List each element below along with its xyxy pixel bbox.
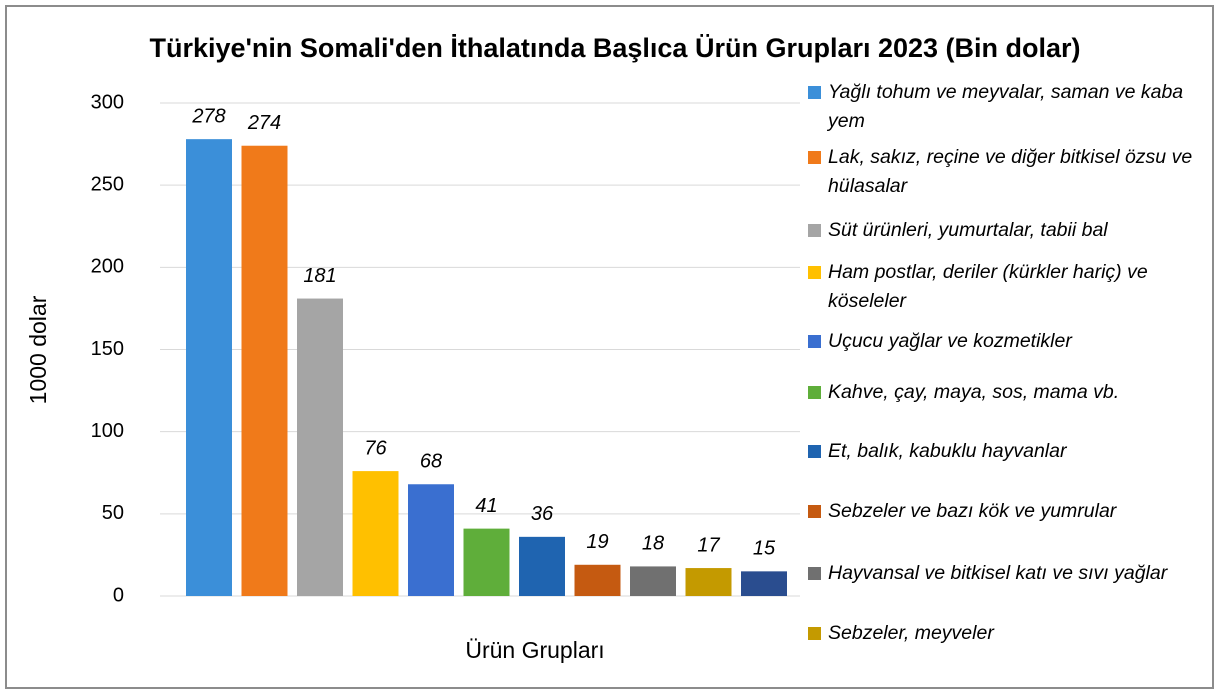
- legend-label: Lak, sakız, reçine ve diğer bitkisel özs…: [828, 146, 1193, 197]
- legend-label: Et, balık, kabuklu hayvanlar: [828, 440, 1067, 462]
- legend-label: Kahve, çay, maya, sos, mama vb.: [828, 381, 1120, 403]
- y-tick-label: 200: [91, 256, 124, 278]
- value-label: 41: [475, 495, 497, 517]
- legend-item: Uçucu yağlar ve kozmetikler: [808, 327, 1208, 356]
- legend-item: Hayvansal ve bitkisel katı ve sıvı yağla…: [808, 559, 1208, 588]
- chart-title: Türkiye'nin Somali'den İthalatında Başlı…: [149, 33, 1081, 63]
- legend-item: Sebzeler, meyveler: [808, 619, 1208, 648]
- value-label: 278: [191, 105, 225, 127]
- legend-item: Kahve, çay, maya, sos, mama vb.: [808, 378, 1208, 407]
- legend-swatch: [808, 224, 821, 237]
- y-tick-label: 50: [102, 502, 124, 524]
- legend-swatch: [808, 86, 821, 99]
- bar: [574, 564, 621, 596]
- value-label: 17: [697, 534, 720, 556]
- y-tick-label: 300: [91, 91, 124, 113]
- legend-label: Süt ürünleri, yumurtalar, tabii bal: [828, 219, 1108, 241]
- legend-swatch: [808, 335, 821, 348]
- legend-item: Sebzeler ve bazı kök ve yumrular: [808, 497, 1208, 526]
- y-tick-label: 100: [91, 420, 124, 442]
- legend-label: Sebzeler ve bazı kök ve yumrular: [828, 500, 1117, 522]
- legend-label: Yağlı tohum ve meyvalar, saman ve kaba y…: [828, 81, 1184, 132]
- legend-swatch: [808, 266, 821, 279]
- legend-swatch: [808, 445, 821, 458]
- bar: [408, 484, 454, 596]
- legend-label: Sebzeler, meyveler: [828, 622, 994, 644]
- legend-item: Lak, sakız, reçine ve diğer bitkisel özs…: [808, 143, 1208, 201]
- legend-swatch: [808, 386, 821, 399]
- value-label: 18: [642, 533, 664, 555]
- legend-swatch: [808, 151, 821, 164]
- y-axis-label: 1000 dolar: [25, 295, 51, 404]
- bar: [186, 139, 232, 597]
- bar: [463, 528, 510, 596]
- x-axis-label: Ürün Grupları: [465, 637, 604, 663]
- bar: [297, 298, 343, 596]
- legend-swatch: [808, 627, 821, 640]
- legend-label: Hayvansal ve bitkisel katı ve sıvı yağla…: [828, 562, 1168, 584]
- value-label: 181: [303, 265, 336, 287]
- value-label: 19: [586, 531, 608, 553]
- legend-label: Ham postlar, deriler (kürkler hariç) ve …: [828, 261, 1148, 312]
- y-tick-label: 0: [113, 584, 124, 606]
- legend-swatch: [808, 567, 821, 580]
- value-label: 15: [753, 538, 776, 560]
- bar: [241, 145, 288, 596]
- legend-item: Ham postlar, deriler (kürkler hariç) ve …: [808, 258, 1208, 316]
- y-tick-label: 250: [91, 173, 124, 195]
- bar: [741, 571, 787, 596]
- bar: [352, 471, 399, 596]
- legend-label: Uçucu yağlar ve kozmetikler: [828, 330, 1072, 352]
- legend-item: Yağlı tohum ve meyvalar, saman ve kaba y…: [808, 78, 1208, 136]
- legend-swatch: [808, 505, 821, 518]
- bar: [630, 566, 676, 596]
- bar: [685, 568, 732, 596]
- bar: [519, 536, 565, 596]
- value-label: 274: [247, 112, 281, 134]
- frame: [5, 5, 1214, 689]
- legend-item: Et, balık, kabuklu hayvanlar: [808, 437, 1208, 466]
- value-label: 36: [531, 503, 554, 525]
- y-tick-label: 150: [91, 338, 124, 360]
- value-label: 76: [364, 437, 387, 459]
- value-label: 68: [420, 451, 442, 473]
- legend-item: Süt ürünleri, yumurtalar, tabii bal: [808, 216, 1208, 245]
